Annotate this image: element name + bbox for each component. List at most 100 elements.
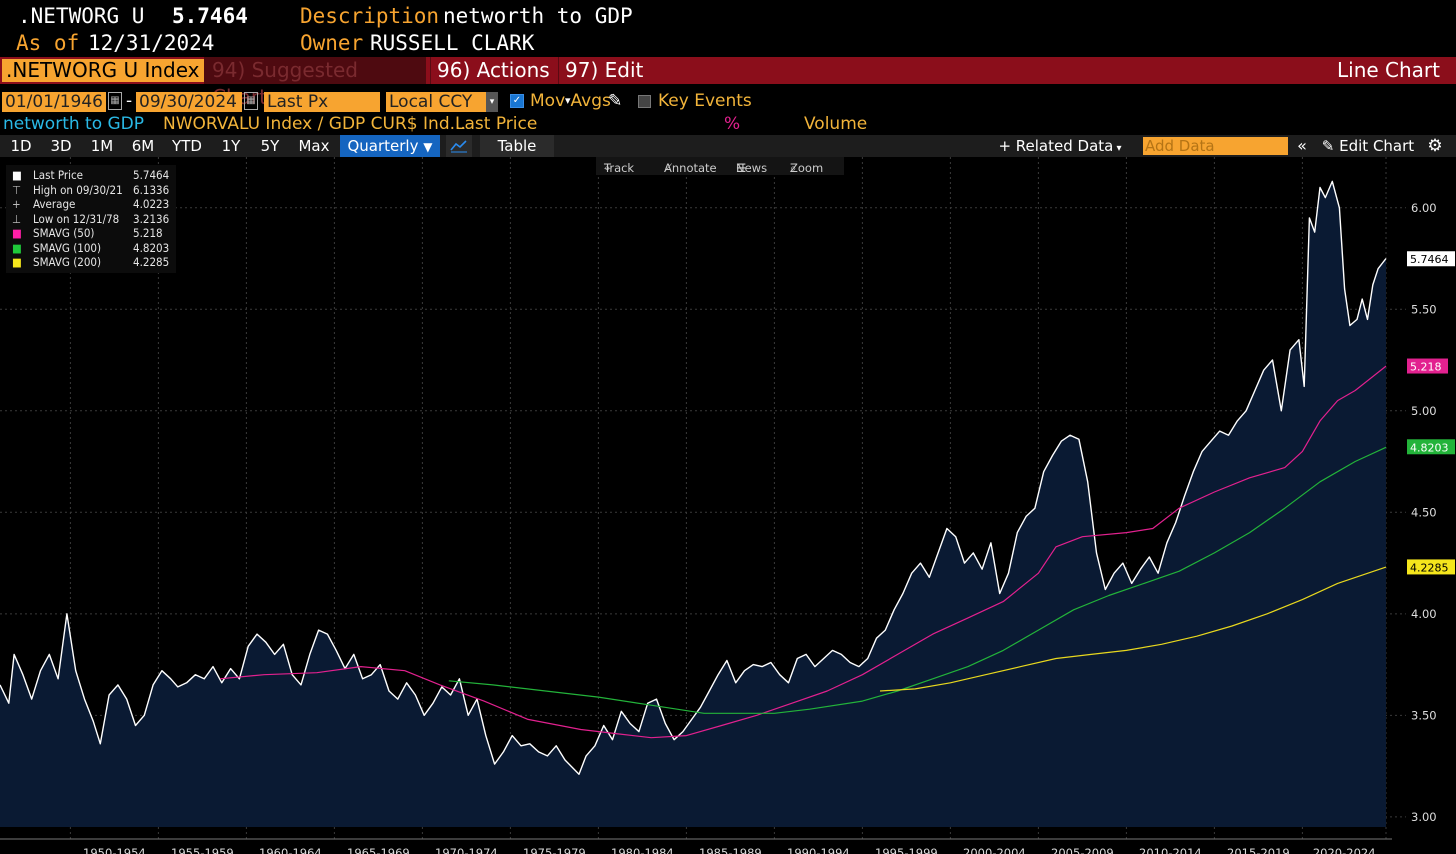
y-tick-label: 5.50 [1411, 302, 1437, 316]
currency-select[interactable]: Local CCY [386, 92, 486, 112]
x-tick-label: 2005-2009 [1051, 846, 1114, 854]
legend-symbol: ■ [12, 255, 22, 269]
calendar-icon[interactable]: ▦ [108, 92, 122, 110]
actions-menu[interactable]: 96) Actions ▾ [430, 57, 554, 107]
legend-value: 3.2136 [133, 211, 170, 226]
actions-label: 96) Actions [437, 58, 550, 82]
chart-type-title: Line Chart [1337, 58, 1440, 82]
end-date-input[interactable]: 09/30/2024 [136, 92, 242, 112]
field-input[interactable]: Last Px [264, 92, 380, 112]
sma200-line [879, 566, 1387, 692]
legend-row: ■ Last Price 5.7464 [6, 168, 176, 182]
edit-menu[interactable]: 97) Edit ▾ [558, 57, 650, 107]
edit-chart-button[interactable]: ✎ Edit Chart [1318, 135, 1418, 157]
price-area [0, 181, 1386, 827]
last-value-badge [1407, 251, 1455, 267]
legend-value: 5.7464 [133, 168, 170, 182]
edit-label: 97) Edit [565, 58, 644, 82]
period-max[interactable]: Max [298, 137, 330, 155]
start-date-input[interactable]: 01/01/1946 [2, 92, 106, 112]
period-1m[interactable]: 1M [90, 137, 114, 155]
key-events-label: Key Events [658, 91, 752, 111]
controls-bar: 01/01/1946 ▦ - 09/30/2024 ▦ Last Px Loca… [0, 91, 1456, 113]
description-label: Description [300, 4, 440, 28]
y-tick-label: 4.50 [1411, 505, 1437, 519]
plus-icon: + [998, 137, 1016, 155]
chevron-down-icon[interactable]: ▾ [486, 92, 498, 112]
legend-label: Low on 12/31/78 [33, 211, 120, 226]
menu-bar: .NETWORG U Index 94) Suggested Charts ▾ … [0, 57, 1456, 109]
legend-value: 4.2285 [133, 255, 170, 269]
x-tick-label: 1950-1954 [83, 846, 146, 854]
legend-row: ■ SMAVG (50) 5.218 [6, 226, 176, 240]
legend-row: ⊥ Low on 12/31/78 3.2136 [6, 212, 176, 226]
legend-value: 5.218 [133, 226, 163, 240]
x-tick-label: 1975-1979 [523, 846, 586, 854]
mov-avgs-checkbox[interactable]: ✓ [510, 94, 524, 108]
legend-label: Average [33, 197, 76, 211]
line-chart[interactable]: 3.003.504.004.505.005.506.005.74645.2184… [0, 157, 1456, 854]
y-tick-label: 5.00 [1411, 404, 1437, 418]
legend-value: 4.0223 [133, 197, 170, 211]
legend-row: ■ SMAVG (100) 4.8203 [6, 241, 176, 255]
last-value-badge [1407, 559, 1455, 575]
chart-tool-hints: ⌖ Track ⟋ Annotate ☰ News ⌕ Zoom [596, 157, 844, 175]
y-tick-label: 6.00 [1411, 201, 1437, 215]
asof-label: As of [16, 31, 80, 55]
period-ytd[interactable]: YTD [172, 137, 202, 155]
y-tick-label: 3.50 [1411, 708, 1437, 722]
x-tick-label: 1970-1974 [435, 846, 498, 854]
legend-label: SMAVG (100) [33, 240, 102, 255]
legend-value: 4.8203 [133, 240, 170, 255]
last-price: 5.7464 [172, 4, 248, 28]
legend-symbol: ■ [12, 240, 22, 255]
crosshair-icon: ⌖ [604, 161, 611, 175]
frequency-label: Quarterly [347, 137, 419, 155]
suggested-charts-menu[interactable]: 94) Suggested Charts ▾ [204, 57, 426, 109]
series-name: networth to GDP [3, 114, 145, 134]
news-label: News [736, 161, 768, 175]
x-tick-label: 2020-2024 [1313, 846, 1376, 854]
legend-symbol: ■ [12, 226, 22, 240]
x-tick-label: 2010-2014 [1139, 846, 1202, 854]
add-data-input[interactable]: Add Data [1143, 137, 1288, 155]
y-tick-label: 4.00 [1411, 607, 1437, 621]
last-value-label: 5.218 [1410, 361, 1442, 374]
period-6m[interactable]: 6M [131, 137, 155, 155]
asof-date: 12/31/2024 [88, 31, 215, 55]
frequency-select[interactable]: Quarterly ▼ [340, 135, 440, 157]
calendar-icon[interactable]: ▦ [244, 92, 258, 110]
line-chart-button[interactable] [446, 135, 472, 157]
related-data-menu[interactable]: + Related Data ▾ [994, 135, 1126, 157]
x-tick-label: 1960-1964 [259, 846, 322, 854]
percent-label: % [724, 114, 741, 134]
last-value-badge [1407, 358, 1448, 374]
zoom-icon: ⌕ [790, 161, 797, 175]
edit-chart-label: Edit Chart [1339, 137, 1415, 155]
period-5y[interactable]: 5Y [260, 137, 280, 155]
triangle-down-icon: ▼ [423, 140, 433, 154]
table-button[interactable]: Table [480, 135, 554, 157]
legend-value: 6.1336 [133, 182, 170, 197]
legend-symbol: ■ [12, 168, 22, 182]
security-field[interactable]: .NETWORG U Index [2, 59, 206, 82]
annotate-icon: ⟋ [664, 161, 673, 175]
collapse-icon[interactable]: « [1297, 136, 1307, 155]
legend-row: + Average 4.0223 [6, 197, 176, 211]
legend-label: SMAVG (50) [33, 226, 95, 240]
annotate-label: Annotate [664, 161, 717, 175]
period-3d[interactable]: 3D [50, 137, 72, 155]
pencil-icon[interactable]: ✎ [608, 91, 623, 111]
mov-avgs-label: Mov Avgs [530, 91, 611, 111]
news-icon: ☰ [736, 161, 747, 175]
x-tick-label: 2015-2019 [1227, 846, 1290, 854]
ticker: .NETWORG U [18, 4, 145, 28]
period-1y[interactable]: 1Y [221, 137, 241, 155]
period-1d[interactable]: 1D [10, 137, 32, 155]
key-events-checkbox[interactable] [638, 95, 651, 108]
owner: RUSSELL CLARK [370, 31, 535, 55]
last-value-label: 5.7464 [1410, 253, 1449, 266]
sma50-line [219, 365, 1387, 739]
legend-label: SMAVG (200) [33, 255, 102, 269]
gear-icon[interactable]: ⚙ [1427, 136, 1443, 156]
